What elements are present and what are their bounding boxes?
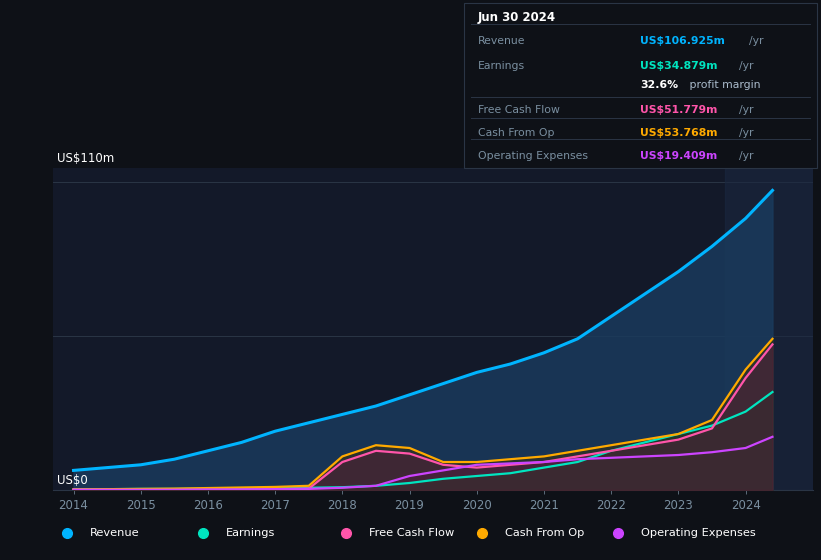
Bar — [726, 168, 819, 490]
Text: US$19.409m: US$19.409m — [640, 152, 718, 161]
Text: Operating Expenses: Operating Expenses — [641, 529, 755, 538]
Text: Cash From Op: Cash From Op — [505, 529, 585, 538]
Text: Jun 30 2024: Jun 30 2024 — [478, 11, 556, 24]
Text: Earnings: Earnings — [478, 60, 525, 71]
Text: Revenue: Revenue — [89, 529, 139, 538]
Text: US$106.925m: US$106.925m — [640, 36, 725, 46]
Text: /yr: /yr — [749, 36, 764, 46]
Text: Free Cash Flow: Free Cash Flow — [478, 105, 560, 115]
Text: 32.6%: 32.6% — [640, 81, 678, 91]
Text: /yr: /yr — [739, 60, 754, 71]
Text: US$110m: US$110m — [57, 152, 114, 165]
Text: US$53.768m: US$53.768m — [640, 128, 718, 138]
Text: /yr: /yr — [739, 105, 754, 115]
Text: /yr: /yr — [739, 152, 754, 161]
Text: Revenue: Revenue — [478, 36, 525, 46]
Text: profit margin: profit margin — [686, 81, 761, 91]
Text: US$34.879m: US$34.879m — [640, 60, 718, 71]
Text: /yr: /yr — [739, 128, 754, 138]
Text: Cash From Op: Cash From Op — [478, 128, 554, 138]
Text: Earnings: Earnings — [226, 529, 275, 538]
Text: Free Cash Flow: Free Cash Flow — [369, 529, 454, 538]
Text: US$51.779m: US$51.779m — [640, 105, 718, 115]
Text: Operating Expenses: Operating Expenses — [478, 152, 588, 161]
Text: US$0: US$0 — [57, 474, 88, 487]
